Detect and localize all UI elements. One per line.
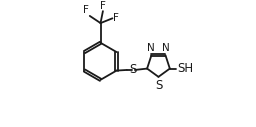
Text: N: N (147, 43, 155, 53)
Text: F: F (100, 1, 106, 11)
Text: S: S (155, 79, 162, 92)
Text: SH: SH (178, 62, 194, 75)
Text: F: F (113, 13, 119, 23)
Text: F: F (83, 5, 89, 15)
Text: N: N (162, 43, 170, 53)
Text: S: S (130, 64, 137, 76)
